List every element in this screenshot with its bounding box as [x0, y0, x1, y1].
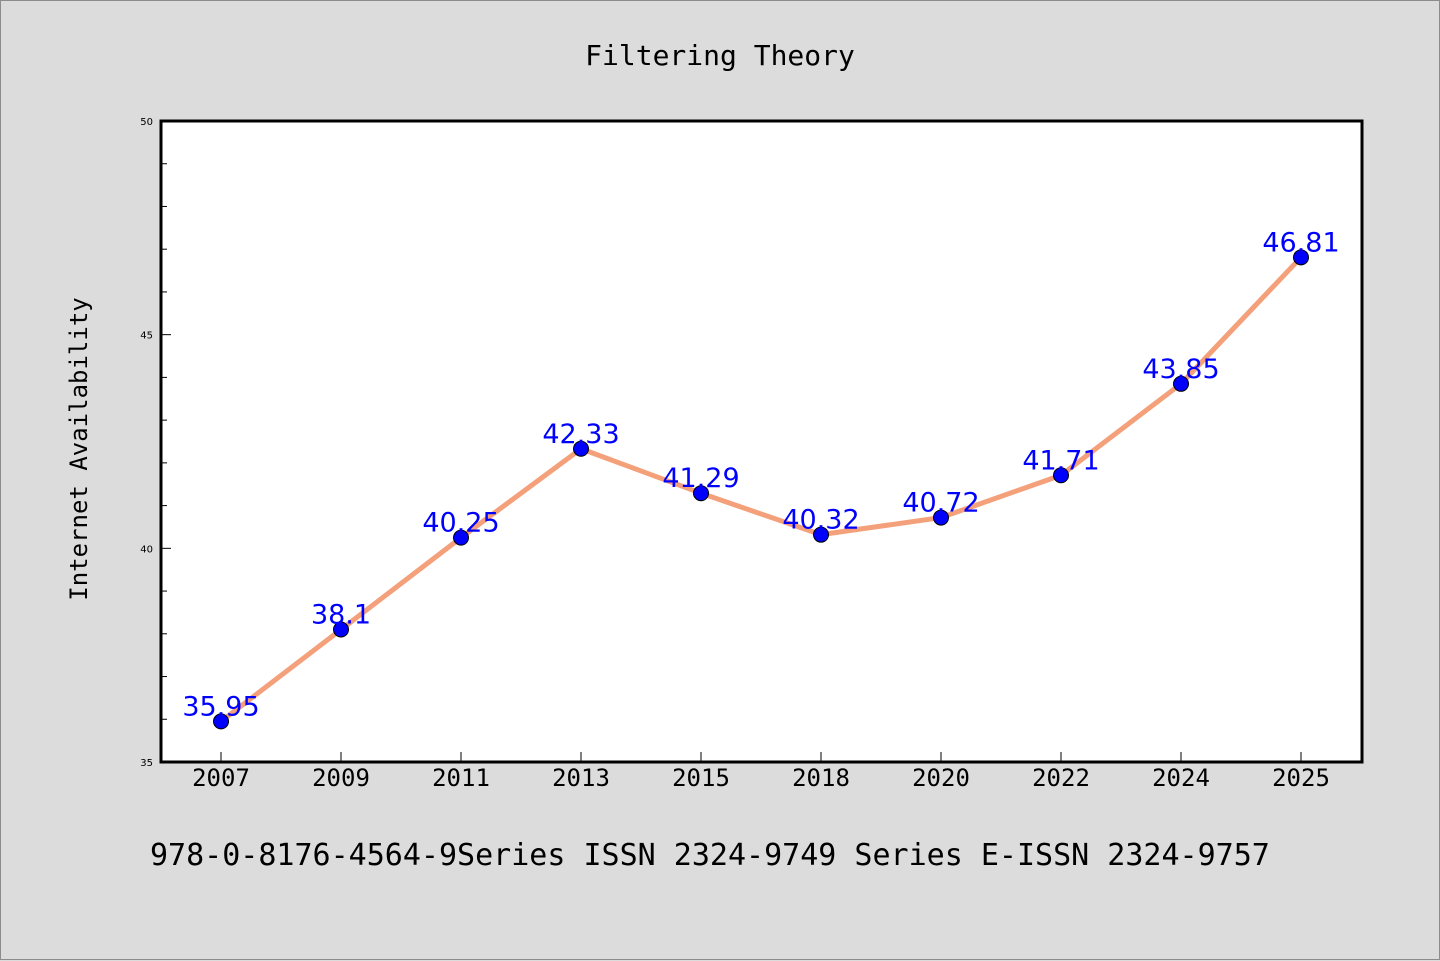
data-point-marker [573, 440, 589, 457]
data-point-marker [1293, 249, 1309, 266]
chart-title: Filtering Theory [585, 39, 855, 72]
x-tick-label: 2011 [432, 764, 490, 792]
data-label: 46.81 [1262, 227, 1339, 258]
footer-isbn-issn: 978-0-8176-4564-9Series ISSN 2324-9749 S… [150, 838, 1270, 873]
x-tick-label: 2013 [552, 764, 610, 792]
plot-area [161, 121, 1362, 762]
data-point-marker [933, 509, 949, 526]
x-tick-label: 2022 [1032, 764, 1090, 792]
x-tick-label: 2018 [792, 764, 850, 792]
y-tick-label: 40 [140, 544, 153, 555]
y-tick-label: 45 [140, 331, 153, 342]
y-tick-label: 35 [140, 758, 153, 769]
data-label: 41.71 [1022, 445, 1099, 476]
data-point-marker [1053, 467, 1069, 484]
x-tick-label: 2024 [1152, 764, 1210, 792]
data-point-marker [813, 526, 829, 543]
data-label: 40.32 [782, 505, 859, 536]
data-label: 42.33 [542, 419, 619, 450]
series-layer: 35.95 38.1 40.25 42.33 41.29 40.32 40.72 41.71 4… [182, 227, 1340, 730]
data-point-marker [1173, 375, 1189, 392]
data-label: 40.25 [422, 508, 499, 539]
x-tick-label: 2015 [672, 764, 730, 792]
plot-frame [159, 119, 1364, 764]
data-point-marker [213, 713, 229, 730]
data-point-marker [333, 621, 349, 638]
x-tick-label: 2007 [192, 764, 250, 792]
data-label: 40.72 [902, 488, 979, 519]
x-tick-label: 2020 [912, 764, 970, 792]
data-label: 41.29 [662, 463, 739, 494]
data-point-marker [453, 529, 469, 546]
data-label: 43.85 [1142, 354, 1219, 385]
x-tick-label: 2025 [1272, 764, 1330, 792]
data-point-marker [693, 485, 709, 502]
data-label: 35.95 [182, 691, 259, 722]
x-axis: 2007 2009 2011 2013 2015 2018 2020 2022 2024 2025 [192, 752, 1330, 792]
y-axis-label: Internet Availability [65, 297, 93, 600]
data-label: 38.1 [311, 600, 371, 631]
series-line [218, 254, 1304, 724]
x-tick-label: 2009 [312, 764, 370, 792]
y-tick-label: 50 [140, 117, 153, 128]
